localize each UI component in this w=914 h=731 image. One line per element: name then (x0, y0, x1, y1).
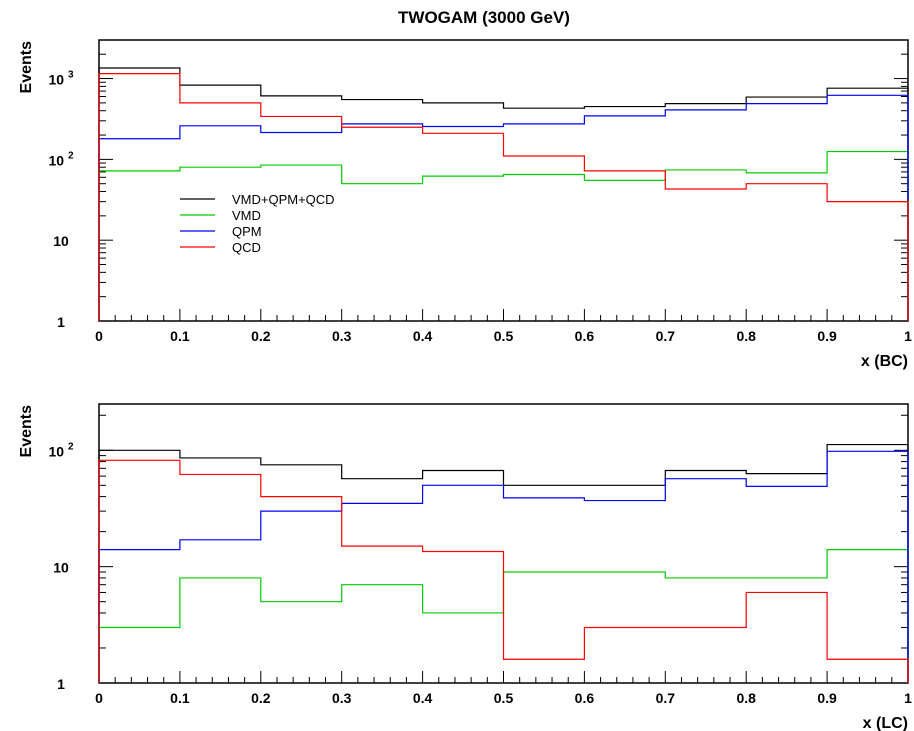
series-line-vmd-qpm-qcd (98, 443, 909, 683)
figure-title: TWOGAM (3000 GeV) (398, 8, 570, 27)
legend-label: VMD (232, 208, 261, 223)
x-tick-label: 0.5 (494, 690, 514, 706)
y-axis-label: Events (18, 41, 35, 94)
x-tick-label: 0.3 (332, 328, 352, 344)
x-tick-label: 0.7 (656, 690, 676, 706)
series-line-vmd (98, 549, 909, 683)
x-tick-label: 0.6 (575, 328, 595, 344)
x-tick-label: 0.2 (251, 690, 271, 706)
x-tick-label: 0.1 (170, 690, 190, 706)
x-tick-label: 0.9 (817, 690, 837, 706)
x-tick-label: 0.3 (332, 690, 352, 706)
series-line-qcd (98, 459, 909, 683)
x-tick-label: 0.8 (736, 328, 756, 344)
legend-label: QCD (232, 240, 261, 255)
series-line-qpm (98, 450, 909, 683)
x-tick-label: 0 (95, 690, 103, 706)
x-tick-label: 1 (904, 328, 912, 344)
x-tick-label: 0.1 (170, 328, 190, 344)
y-tick-label: 10 2 (48, 441, 73, 459)
series-line-vmd-qpm-qcd (98, 67, 909, 321)
series-line-qcd (98, 73, 909, 321)
x-tick-label: 0.4 (413, 328, 433, 344)
y-axis-label: Events (18, 405, 35, 458)
panel-1: 0 0.1 0.2 0.3 0.4 0.5 0.6 0.7 0.8 0.9 1 1 10 10 2 10 3… (18, 39, 912, 370)
x-axis-label: x (LC) (863, 715, 908, 731)
y-tick-label: 10 3 (48, 70, 73, 88)
legend-label: QPM (232, 224, 262, 239)
x-tick-label: 1 (904, 690, 912, 706)
legend-label: VMD+QPM+QCD (232, 192, 335, 207)
x-tick-label: 0 (95, 328, 103, 344)
y-tick-label: 10 (53, 233, 69, 249)
y-tick-label: 1 (57, 314, 65, 330)
y-tick-label: 10 2 (48, 150, 73, 168)
panel-2: 0 0.1 0.2 0.3 0.4 0.5 0.6 0.7 0.8 0.9 1 1 10 10 2 Even… (18, 403, 912, 731)
x-tick-label: 0.8 (736, 690, 756, 706)
x-tick-label: 0.5 (494, 328, 514, 344)
x-tick-label: 0.7 (656, 328, 676, 344)
y-tick-label: 1 (57, 676, 65, 692)
x-tick-label: 0.2 (251, 328, 271, 344)
series-line-qpm (98, 94, 909, 321)
x-axis-label: x (BC) (861, 353, 908, 370)
y-tick-label: 10 (53, 560, 69, 576)
x-tick-label: 0.4 (413, 690, 433, 706)
x-tick-label: 0.6 (575, 690, 595, 706)
x-tick-label: 0.9 (817, 328, 837, 344)
plot-frame (98, 39, 909, 322)
series-line-vmd (98, 150, 909, 321)
